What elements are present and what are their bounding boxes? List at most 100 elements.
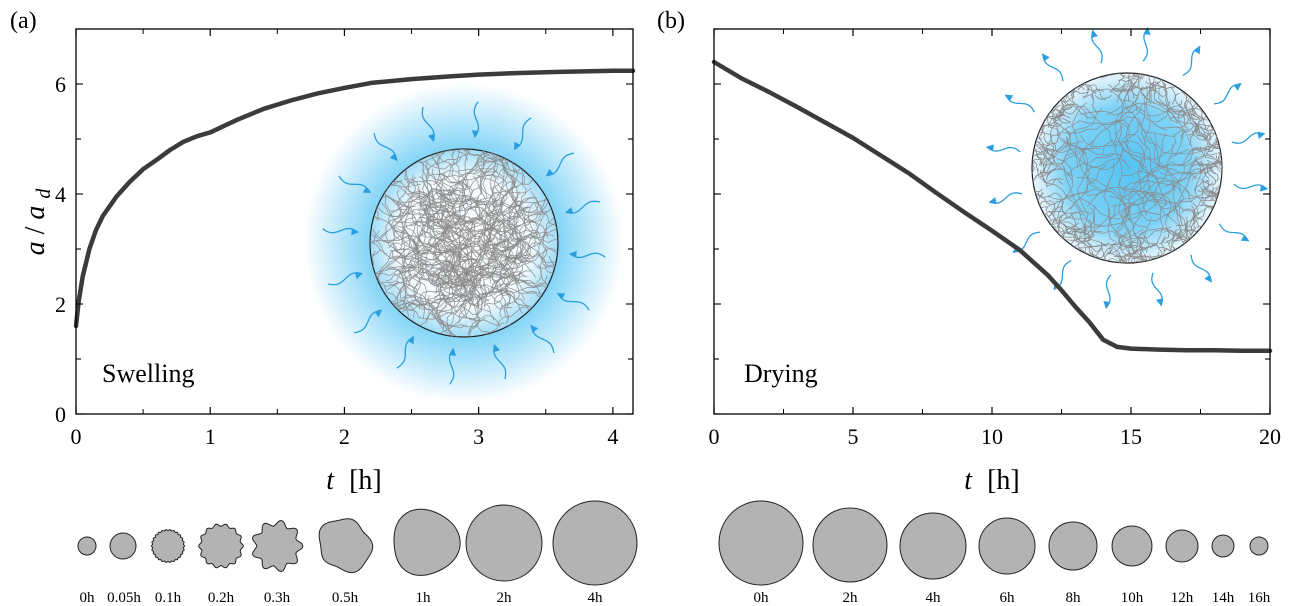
polymer-strand (480, 228, 493, 267)
polymer-strand (1120, 214, 1157, 258)
polymer-strand (1118, 178, 1134, 252)
polymer-strand (529, 233, 558, 244)
swell-label-4: 0.3h (264, 590, 291, 606)
polymer-strand (382, 240, 420, 260)
polymer-strand (1131, 80, 1138, 99)
polymer-strand (469, 235, 484, 260)
polymer-strand (1032, 179, 1034, 218)
polymer-strand (454, 243, 484, 253)
ytick-label: 6 (55, 72, 66, 97)
polymer-strand (1077, 166, 1093, 247)
polymer-strand (450, 163, 498, 196)
panel-a-ticks: 0 1 2 3 4 0 2 4 6 (55, 28, 633, 449)
polymer-strand (1186, 216, 1192, 236)
polymer-strand (398, 200, 440, 208)
polymer-strand (1215, 155, 1222, 172)
polymer-strand (1159, 126, 1216, 152)
xtick-label: 3 (473, 424, 484, 449)
water-arrow-head (569, 250, 577, 258)
polymer-strand (1115, 185, 1127, 235)
polymer-strand (1172, 171, 1196, 237)
polymer-strand (447, 250, 479, 262)
water-arrow-head (374, 310, 382, 318)
polymer-strand (1042, 164, 1048, 183)
polymer-strand (433, 232, 445, 266)
polymer-strand (440, 158, 496, 184)
polymer-strand (385, 180, 423, 198)
ytick-label: 0 (55, 402, 66, 427)
dry-label-8: 16h (1248, 590, 1271, 606)
water-arrow-head (407, 336, 414, 345)
polymer-strand (515, 241, 546, 262)
polymer-strand (500, 283, 512, 308)
polymer-strand (502, 168, 518, 211)
swell-label-2: 0.1h (155, 590, 182, 606)
polymer-strand (1046, 178, 1063, 186)
polymer-strand (1195, 124, 1207, 139)
polymer-strand (1197, 179, 1210, 192)
polymer-strand (499, 290, 523, 314)
polymer-strand (1206, 188, 1222, 222)
polymer-strand (460, 168, 505, 178)
polymer-strand (1188, 148, 1207, 154)
polymer-strand (541, 247, 558, 269)
polymer-strand (490, 186, 519, 207)
polymer-strand (1148, 82, 1155, 100)
polymer-strand (1127, 73, 1140, 78)
polymer-strand (509, 230, 548, 243)
polymer-strand (506, 229, 541, 239)
polymer-strand (1173, 228, 1193, 235)
polymer-strand (1070, 86, 1085, 97)
polymer-strand (1168, 229, 1180, 245)
polymer-strand (410, 191, 435, 203)
polymer-strand (1078, 246, 1130, 263)
polymer-strand (507, 206, 530, 230)
polymer-strand (494, 286, 513, 310)
panel-a-xlabel: t [h] (326, 465, 381, 496)
polymer-strand (1049, 216, 1068, 223)
swell-label-8: 4h (588, 590, 604, 606)
panel-a-axes-frame (75, 28, 634, 415)
polymer-strand (458, 179, 464, 221)
xtick-label: 1 (205, 424, 216, 449)
polymer-strand (1037, 141, 1056, 147)
polymer-strand (458, 230, 483, 254)
polymer-strand (1152, 147, 1213, 196)
dry-label-0: 0h (754, 590, 770, 606)
polymer-strand (1032, 148, 1038, 155)
water-arrow-head (493, 344, 500, 353)
polymer-strand (1190, 99, 1198, 118)
dry-droplet-2h (812, 507, 888, 583)
swell-label-3: 0.2h (208, 590, 235, 606)
polymer-strand (1082, 84, 1095, 98)
polymer-strand (1045, 201, 1062, 212)
swelling-water-inflow-arrows (322, 101, 606, 385)
polymer-strand (1032, 148, 1050, 157)
polymer-strand (1169, 111, 1187, 120)
polymer-strand (1204, 132, 1218, 142)
polymer-strand (473, 200, 486, 239)
polymer-strand (454, 214, 466, 240)
polymer-strand (370, 249, 382, 265)
polymer-strand (411, 195, 430, 221)
polymer-strand (435, 317, 467, 337)
polymer-strand (1115, 252, 1134, 258)
polymer-strand (1032, 73, 1070, 99)
polymer-strand (437, 193, 470, 200)
polymer-strand (474, 270, 533, 305)
polymer-strand (1113, 255, 1121, 263)
polymer-strand (417, 149, 468, 161)
polymer-strand (458, 149, 495, 162)
polymer-strand (1129, 257, 1140, 263)
polymer-strand (1122, 242, 1140, 251)
panel-a-ylabel-slash: / (20, 226, 51, 234)
polymer-strand (452, 191, 482, 222)
polymer-strand (1215, 138, 1222, 150)
swell-droplet-0h (77, 536, 97, 556)
polymer-strand (1114, 194, 1145, 233)
polymer-strand (1174, 92, 1183, 109)
polymer-strand (1140, 88, 1152, 105)
polymer-strand (414, 271, 451, 282)
polymer-strand (1040, 170, 1048, 188)
polymer-strand (421, 256, 436, 287)
